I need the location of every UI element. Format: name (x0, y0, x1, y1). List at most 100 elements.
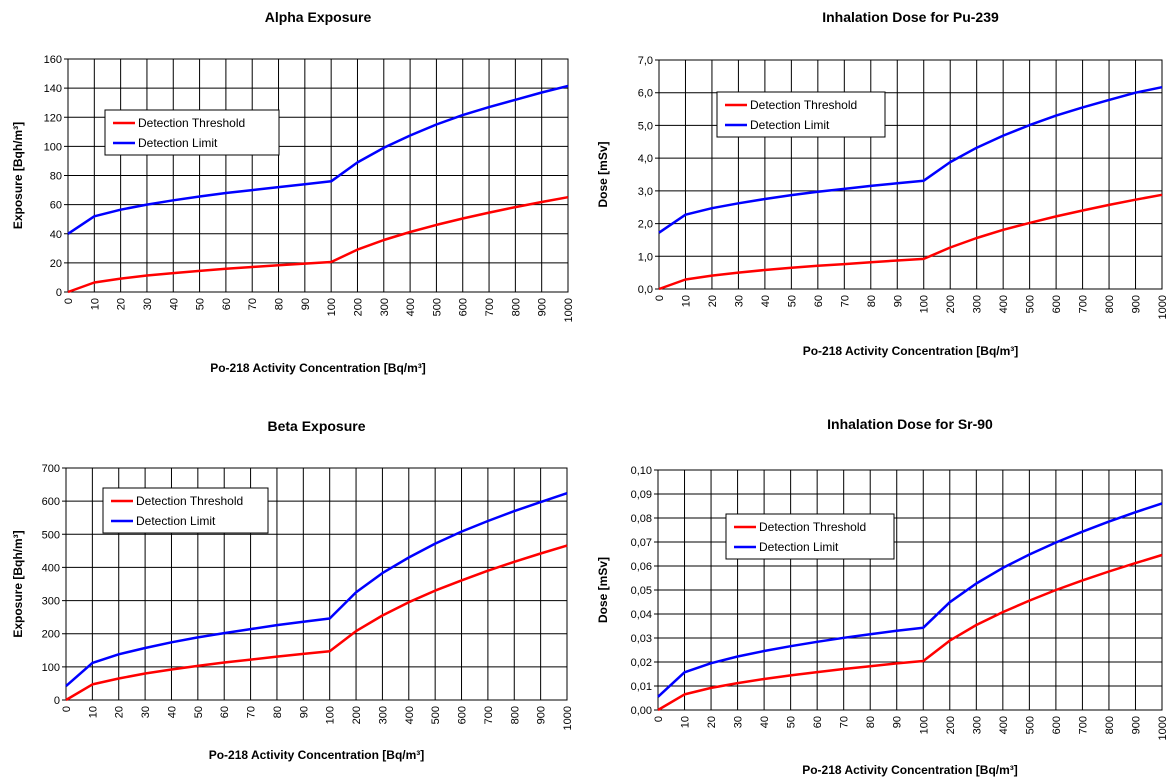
x-tick-label: 20 (707, 295, 719, 307)
x-tick-label: 60 (219, 706, 231, 718)
y-tick-label: 0,06 (631, 561, 652, 573)
x-tick-label: 70 (246, 706, 258, 718)
plot-border (65, 467, 568, 701)
x-tick-label: 300 (971, 716, 983, 734)
x-tick-label: 90 (892, 295, 904, 307)
y-tick-label: 0,07 (631, 537, 652, 549)
y-tick-label: 0,09 (631, 489, 652, 501)
x-tick-label: 40 (760, 295, 772, 307)
x-tick-label: 1000 (1157, 295, 1169, 319)
x-tick-label: 100 (325, 706, 337, 724)
y-tick-label: 120 (44, 112, 62, 124)
y-tick-label: 40 (50, 229, 62, 241)
x-axis-title: Po-218 Activity Concentration [Bq/m³] (210, 361, 426, 375)
x-tick-label: 200 (352, 298, 364, 316)
legend-label: Detection Limit (136, 514, 216, 528)
y-tick-label: 160 (44, 54, 62, 66)
x-tick-label: 30 (733, 716, 745, 728)
y-tick-label: 140 (44, 83, 62, 95)
x-tick-label: 80 (274, 298, 286, 310)
y-tick-label: 200 (42, 629, 60, 641)
y-tick-label: 0,05 (631, 585, 652, 597)
chart-title: Alpha Exposure (265, 9, 372, 25)
x-tick-label: 600 (458, 298, 470, 316)
x-tick-label: 60 (812, 716, 824, 728)
series-line-detection-limit (67, 84, 569, 235)
x-axis-title: Po-218 Activity Concentration [Bq/m³] (802, 763, 1018, 777)
x-tick-label: 900 (537, 298, 549, 316)
x-tick-label: 800 (509, 706, 521, 724)
x-tick-label: 40 (759, 716, 771, 728)
x-tick-label: 50 (195, 298, 207, 310)
x-tick-label: 900 (1131, 295, 1143, 313)
x-axis-title: Po-218 Activity Concentration [Bq/m³] (803, 344, 1019, 358)
legend-label: Detection Limit (138, 136, 218, 150)
x-tick-label: 500 (1025, 295, 1037, 313)
x-tick-label: 60 (813, 295, 825, 307)
x-tick-label: 10 (680, 295, 692, 307)
chart-title: Beta Exposure (267, 418, 365, 434)
x-tick-label: 80 (866, 295, 878, 307)
x-tick-label: 0 (654, 295, 666, 301)
y-tick-label: 0 (56, 287, 62, 299)
x-tick-label: 400 (404, 706, 416, 724)
x-tick-label: 70 (839, 295, 851, 307)
x-tick-label: 20 (116, 298, 128, 310)
series-line-detection-limit (658, 85, 1163, 234)
y-tick-label: 700 (42, 463, 60, 475)
chart-title: Inhalation Dose for Pu-239 (822, 9, 999, 25)
legend-label: Detection Limit (750, 118, 830, 132)
x-tick-label: 40 (166, 706, 178, 718)
x-tick-label: 70 (247, 298, 259, 310)
x-axis-title: Po-218 Activity Concentration [Bq/m³] (209, 748, 425, 762)
x-tick-label: 900 (1130, 716, 1142, 734)
x-tick-label: 90 (892, 716, 904, 728)
x-tick-label: 50 (786, 295, 798, 307)
legend: Detection Threshold Detection Limit (716, 91, 886, 138)
x-tick-label: 90 (298, 706, 310, 718)
x-tick-label: 500 (431, 298, 443, 316)
x-tick-label: 10 (89, 298, 101, 310)
sr90-dose-chart: Inhalation Dose for Sr-90 0,00 0,01 0,02 0,0… (585, 389, 1169, 778)
x-tick-label: 200 (945, 295, 957, 313)
x-tick-label: 800 (1104, 716, 1116, 734)
x-tick-label: 200 (351, 706, 363, 724)
y-tick-label: 0,10 (631, 465, 652, 477)
x-tick-label: 30 (733, 295, 745, 307)
x-tick-label: 400 (405, 298, 417, 316)
y-tick-label: 600 (42, 496, 60, 508)
x-tick-label: 80 (865, 716, 877, 728)
y-axis-title: Dose [mSv] (596, 557, 610, 623)
y-tick-label: 300 (42, 596, 60, 608)
series-line-detection-limit (657, 502, 1163, 698)
y-tick-label: 0,00 (631, 705, 652, 717)
x-tick-label: 400 (998, 716, 1010, 734)
legend-box (102, 487, 269, 534)
y-tick-label: 4,0 (638, 153, 653, 165)
x-tick-label: 50 (193, 706, 205, 718)
legend-label: Detection Threshold (136, 494, 243, 508)
series-line-detection-threshold (65, 544, 568, 702)
plot-border (658, 59, 1163, 290)
x-tick-label: 1000 (562, 706, 574, 730)
y-axis-title: Dose [mSv] (596, 141, 610, 207)
legend: Detection Threshold Detection Limit (725, 513, 895, 560)
x-tick-label: 800 (1104, 295, 1116, 313)
y-tick-label: 3,0 (638, 186, 653, 198)
x-tick-label: 400 (998, 295, 1010, 313)
x-tick-label: 600 (457, 706, 469, 724)
alpha-exposure-chart: Alpha Exposure 0 20 40 60 80 100 120 140 160 0 10 20… (0, 0, 585, 389)
x-tick-label: 40 (168, 298, 180, 310)
legend-label: Detection Threshold (138, 116, 245, 130)
y-tick-label: 5,0 (638, 120, 653, 132)
x-tick-label: 30 (142, 298, 154, 310)
x-tick-label: 700 (1078, 295, 1090, 313)
y-tick-label: 1,0 (638, 251, 653, 263)
legend-box (716, 91, 886, 138)
plot-border (657, 469, 1163, 711)
y-tick-label: 0,04 (631, 609, 652, 621)
y-tick-label: 0,03 (631, 633, 652, 645)
pu239-dose-chart: Inhalation Dose for Pu-239 0,0 1,0 2,0 3,0 4,… (585, 0, 1169, 389)
x-tick-label: 800 (510, 298, 522, 316)
chart-title: Inhalation Dose for Sr-90 (827, 416, 993, 432)
